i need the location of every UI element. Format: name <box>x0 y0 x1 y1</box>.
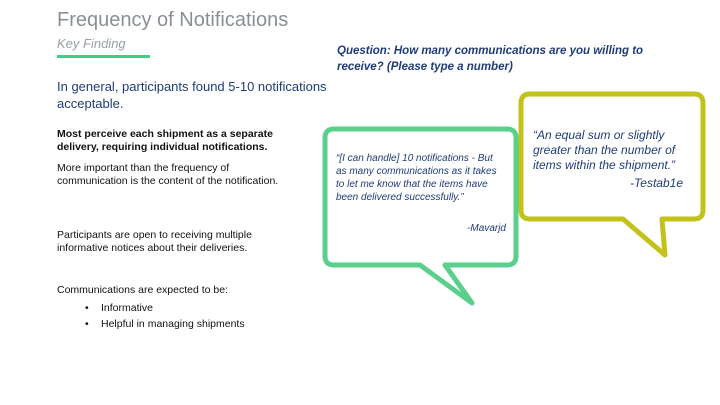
slide-title: Frequency of Notifications <box>57 9 289 31</box>
survey-question: Question: How many communications are yo… <box>337 45 644 73</box>
finding-content: More important than the frequency of com… <box>57 162 279 187</box>
quote-author: -Testab1e <box>630 176 683 190</box>
olive-speech-bubble <box>518 91 706 258</box>
intro-statement: In general, participants found 5-10 noti… <box>57 79 327 111</box>
finding-notices: Participants are open to receiving multi… <box>57 229 252 254</box>
list-item: • Informative <box>85 302 153 314</box>
bullet-icon: • <box>85 318 89 330</box>
expectations-list: • Informative • Helpful in managing shipme… <box>57 300 245 332</box>
title-accent-bar <box>57 55 150 58</box>
quote-text: “[I can handle] 10 notifications - But a… <box>336 153 497 203</box>
expectations-heading: Communications are expected to be: <box>57 284 229 296</box>
list-item: • Helpful in managing shipments <box>85 318 245 330</box>
green-speech-bubble <box>322 126 519 306</box>
quote-author: -Mavarjd <box>467 223 506 234</box>
bullet-icon: • <box>85 302 89 314</box>
quote-text: “An equal sum or slightly greater than t… <box>533 128 676 172</box>
key-point: Most perceive each shipment as a separat… <box>57 128 273 153</box>
slide-subtitle: Key Finding <box>57 36 126 51</box>
